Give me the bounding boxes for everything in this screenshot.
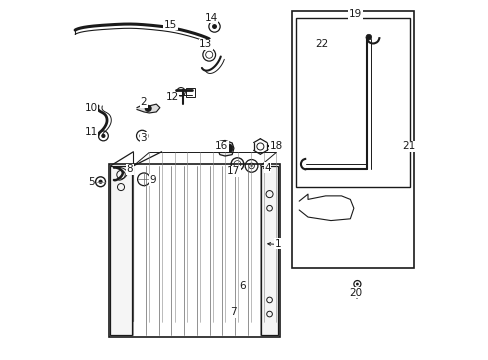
Bar bbox=[108, 164, 279, 337]
Text: 13: 13 bbox=[199, 39, 212, 49]
Text: 8: 8 bbox=[126, 165, 133, 174]
Circle shape bbox=[101, 134, 105, 138]
Circle shape bbox=[224, 144, 232, 153]
Text: 21: 21 bbox=[401, 141, 414, 152]
Text: 22: 22 bbox=[315, 39, 328, 49]
Text: 3: 3 bbox=[141, 133, 147, 143]
Text: 11: 11 bbox=[84, 127, 98, 138]
Text: 14: 14 bbox=[204, 13, 217, 23]
Bar bbox=[110, 166, 131, 335]
Circle shape bbox=[139, 133, 145, 139]
Circle shape bbox=[355, 283, 358, 285]
Circle shape bbox=[250, 165, 252, 167]
Polygon shape bbox=[218, 140, 233, 156]
Text: 1: 1 bbox=[274, 239, 281, 248]
Text: 10: 10 bbox=[84, 103, 98, 113]
Text: 9: 9 bbox=[149, 175, 156, 185]
Text: 5: 5 bbox=[87, 177, 94, 187]
Text: 19: 19 bbox=[348, 9, 362, 19]
Circle shape bbox=[98, 180, 102, 184]
Circle shape bbox=[212, 24, 217, 29]
Bar bbox=[261, 166, 278, 335]
Text: 15: 15 bbox=[163, 20, 177, 30]
Text: 6: 6 bbox=[239, 281, 245, 291]
Text: 17: 17 bbox=[227, 166, 240, 176]
Text: 2: 2 bbox=[141, 98, 147, 107]
Circle shape bbox=[144, 105, 151, 112]
Polygon shape bbox=[137, 104, 160, 113]
Text: 7: 7 bbox=[230, 307, 237, 317]
Text: 20: 20 bbox=[348, 288, 362, 298]
Bar bbox=[186, 88, 195, 97]
Bar bbox=[295, 18, 409, 187]
Text: 16: 16 bbox=[215, 141, 228, 152]
Text: 18: 18 bbox=[269, 141, 282, 152]
Text: 4: 4 bbox=[264, 163, 270, 173]
Text: 12: 12 bbox=[165, 92, 179, 102]
Bar bbox=[291, 11, 413, 268]
Circle shape bbox=[366, 34, 371, 40]
